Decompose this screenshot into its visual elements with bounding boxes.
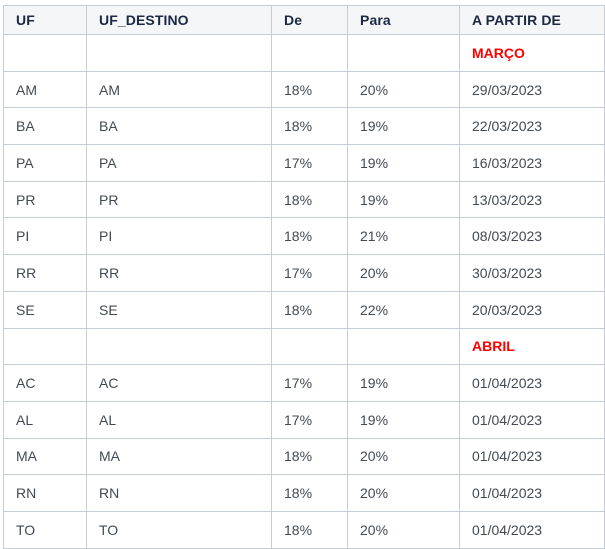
cell-para [347, 327, 460, 366]
cell-uf: PI [3, 217, 87, 256]
column-header-para: Para [347, 5, 460, 35]
cell-para: 19% [347, 400, 460, 439]
cell-uf: AC [3, 364, 87, 402]
column-header-uf: UF [3, 5, 87, 35]
column-header-a-partir-de: A PARTIR DE [459, 5, 605, 35]
cell-uf-destino: SE [86, 290, 272, 329]
cell-uf: RR [3, 254, 87, 292]
cell-de [271, 34, 348, 72]
cell-a-partir-de: 01/04/2023 [459, 510, 605, 549]
table-row: AC AC 17% 19% 01/04/2023 [3, 364, 605, 402]
cell-para: 20% [347, 437, 460, 476]
cell-uf: PR [3, 180, 87, 219]
cell-a-partir-de: 30/03/2023 [459, 254, 605, 292]
table-header: UF UF_DESTINO De Para A PARTIR DE [3, 5, 605, 35]
cell-a-partir-de: 01/04/2023 [459, 474, 605, 512]
cell-uf-destino: RN [86, 474, 272, 512]
cell-para: 22% [347, 290, 460, 329]
cell-de: 18% [271, 107, 348, 146]
cell-a-partir-de: 01/04/2023 [459, 400, 605, 439]
table-row: PR PR 18% 19% 13/03/2023 [3, 180, 605, 219]
table-row: BA BA 18% 19% 22/03/2023 [3, 107, 605, 146]
cell-de: 18% [271, 290, 348, 329]
cell-a-partir-de: 08/03/2023 [459, 217, 605, 256]
cell-para [347, 34, 460, 72]
cell-uf [3, 34, 87, 72]
cell-de: 17% [271, 364, 348, 402]
table-row: AL AL 17% 19% 01/04/2023 [3, 400, 605, 439]
cell-uf-destino: AC [86, 364, 272, 402]
cell-a-partir-de: 29/03/2023 [459, 70, 605, 109]
cell-de: 18% [271, 474, 348, 512]
cell-de: 18% [271, 437, 348, 476]
cell-a-partir-de: 22/03/2023 [459, 107, 605, 146]
cell-para: 20% [347, 474, 460, 512]
tax-rate-table-container: UF UF_DESTINO De Para A PARTIR DE MARÇO … [3, 5, 605, 549]
table-row: SE SE 18% 22% 20/03/2023 [3, 290, 605, 329]
cell-uf-destino: RR [86, 254, 272, 292]
table-row: TO TO 18% 20% 01/04/2023 [3, 510, 605, 549]
table-row: RR RR 17% 20% 30/03/2023 [3, 254, 605, 292]
cell-uf: TO [3, 510, 87, 549]
cell-a-partir-de: 01/04/2023 [459, 437, 605, 476]
tax-rate-table: UF UF_DESTINO De Para A PARTIR DE MARÇO … [3, 5, 605, 549]
cell-uf-destino: PR [86, 180, 272, 219]
cell-para: 20% [347, 254, 460, 292]
cell-uf: PA [3, 144, 87, 182]
cell-para: 21% [347, 217, 460, 256]
cell-uf: RN [3, 474, 87, 512]
header-row: UF UF_DESTINO De Para A PARTIR DE [3, 5, 605, 35]
table-row: RN RN 18% 20% 01/04/2023 [3, 474, 605, 512]
table-row: PI PI 18% 21% 08/03/2023 [3, 217, 605, 256]
cell-uf: AM [3, 70, 87, 109]
cell-uf-destino: PI [86, 217, 272, 256]
cell-uf-destino [86, 327, 272, 366]
cell-de: 17% [271, 144, 348, 182]
cell-de: 18% [271, 217, 348, 256]
cell-uf: BA [3, 107, 87, 146]
table-row: PA PA 17% 19% 16/03/2023 [3, 144, 605, 182]
cell-a-partir-de: 16/03/2023 [459, 144, 605, 182]
cell-uf-destino: AL [86, 400, 272, 439]
cell-de: 17% [271, 400, 348, 439]
table-row: ABRIL [3, 327, 605, 366]
cell-de: 18% [271, 180, 348, 219]
cell-a-partir-de: 01/04/2023 [459, 364, 605, 402]
cell-de [271, 327, 348, 366]
column-header-uf-destino: UF_DESTINO [86, 5, 272, 35]
cell-para: 19% [347, 180, 460, 219]
cell-uf: SE [3, 290, 87, 329]
cell-para: 20% [347, 510, 460, 549]
cell-uf-destino: PA [86, 144, 272, 182]
cell-de: 18% [271, 70, 348, 109]
column-header-de: De [271, 5, 348, 35]
table-row: MARÇO [3, 34, 605, 72]
cell-para: 19% [347, 144, 460, 182]
cell-uf [3, 327, 87, 366]
cell-a-partir-de: 20/03/2023 [459, 290, 605, 329]
cell-para: 19% [347, 107, 460, 146]
cell-uf-destino: AM [86, 70, 272, 109]
cell-para: 20% [347, 70, 460, 109]
cell-para: 19% [347, 364, 460, 402]
cell-uf-destino: MA [86, 437, 272, 476]
cell-uf: MA [3, 437, 87, 476]
cell-uf-destino [86, 34, 272, 72]
cell-uf: AL [3, 400, 87, 439]
cell-month-label: MARÇO [459, 34, 605, 72]
table-row: AM AM 18% 20% 29/03/2023 [3, 70, 605, 109]
cell-uf-destino: TO [86, 510, 272, 549]
cell-a-partir-de: 13/03/2023 [459, 180, 605, 219]
table-body: MARÇO AM AM 18% 20% 29/03/2023 BA BA 18%… [3, 34, 605, 549]
cell-de: 17% [271, 254, 348, 292]
cell-uf-destino: BA [86, 107, 272, 146]
cell-month-label: ABRIL [459, 327, 605, 366]
table-row: MA MA 18% 20% 01/04/2023 [3, 437, 605, 476]
